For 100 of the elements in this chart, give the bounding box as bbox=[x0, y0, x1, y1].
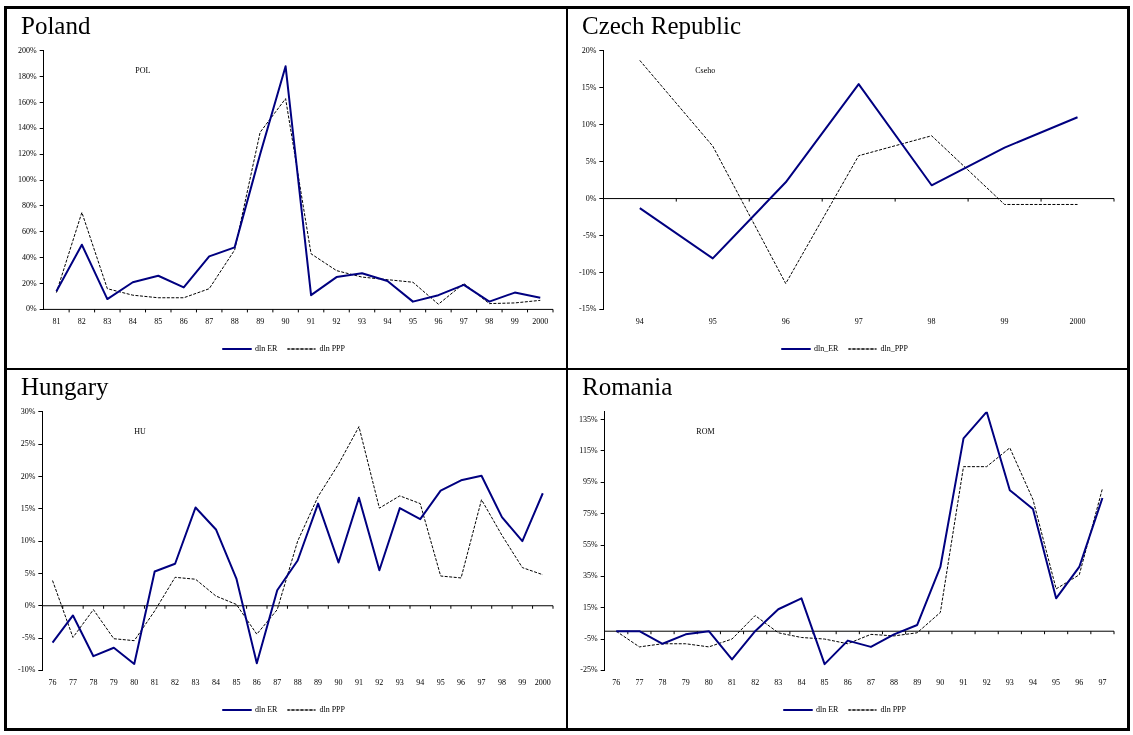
x-tick-label: 94 bbox=[635, 317, 644, 327]
y-tick-label: 15% bbox=[20, 503, 36, 513]
x-tick-label: 90 bbox=[334, 677, 343, 687]
x-tick-label: 91 bbox=[307, 317, 316, 327]
x-tick-label: 96 bbox=[781, 317, 790, 327]
y-tick-label: 95% bbox=[582, 476, 598, 486]
chart-title: Hungary bbox=[21, 371, 109, 402]
y-tick-label: -25% bbox=[580, 664, 598, 674]
x-tick-label: 94 bbox=[416, 677, 425, 687]
x-tick-label: 84 bbox=[128, 317, 137, 327]
x-tick-label: 76 bbox=[612, 677, 621, 687]
y-tick-label: 0% bbox=[585, 193, 597, 203]
x-tick-label: 86 bbox=[843, 677, 852, 687]
x-tick-label: 91 bbox=[354, 677, 363, 687]
y-tick-label: 180% bbox=[17, 71, 37, 81]
x-tick-label: 88 bbox=[230, 317, 239, 327]
x-tick-label: 78 bbox=[89, 677, 98, 687]
annotation: HU bbox=[134, 426, 147, 436]
y-tick-label: 100% bbox=[17, 175, 37, 185]
x-tick-label: 87 bbox=[273, 677, 282, 687]
y-tick-label: 0% bbox=[25, 304, 37, 314]
x-tick-label: 94 bbox=[383, 317, 392, 327]
y-tick-label: 30% bbox=[20, 406, 36, 416]
x-tick-label: 84 bbox=[797, 677, 806, 687]
x-tick-label: 2000 bbox=[532, 317, 549, 327]
chart-title: Czech Republic bbox=[582, 11, 741, 41]
x-tick-label: 82 bbox=[751, 677, 760, 687]
x-tick-label: 99 bbox=[510, 317, 519, 327]
x-tick-label: 83 bbox=[191, 677, 200, 687]
x-tick-label: 81 bbox=[52, 317, 61, 327]
x-tick-label: 97 bbox=[477, 677, 486, 687]
y-tick-label: -10% bbox=[18, 664, 36, 674]
y-tick-label: 10% bbox=[20, 535, 36, 545]
y-tick-label: 200% bbox=[17, 45, 37, 55]
y-tick-label: 115% bbox=[579, 445, 598, 455]
y-tick-label: 55% bbox=[582, 539, 598, 549]
y-tick-label: 10% bbox=[581, 119, 597, 129]
x-tick-label: 97 bbox=[1098, 677, 1107, 687]
legend-label: dln PPP bbox=[319, 344, 346, 354]
x-tick-label: 94 bbox=[1028, 677, 1037, 687]
y-tick-label: 20% bbox=[581, 45, 597, 55]
y-tick-label: -5% bbox=[584, 633, 598, 643]
x-tick-label: 82 bbox=[171, 677, 180, 687]
legend-label: dln PPP bbox=[319, 704, 346, 714]
y-tick-label: 120% bbox=[17, 149, 37, 159]
y-tick-label: -5% bbox=[22, 632, 36, 642]
annotation: ROM bbox=[696, 426, 715, 436]
x-tick-label: 93 bbox=[395, 677, 404, 687]
x-tick-label: 2000 bbox=[1069, 317, 1086, 327]
legend-label: dln PPP bbox=[880, 704, 907, 714]
x-tick-label: 91 bbox=[959, 677, 968, 687]
x-tick-label: 97 bbox=[459, 317, 468, 327]
y-tick-label: 5% bbox=[585, 156, 597, 166]
x-tick-label: 95 bbox=[408, 317, 417, 327]
y-tick-label: 0% bbox=[24, 600, 36, 610]
x-tick-label: 92 bbox=[982, 677, 991, 687]
x-tick-label: 79 bbox=[681, 677, 690, 687]
x-tick-label: 90 bbox=[281, 317, 290, 327]
x-tick-label: 81 bbox=[150, 677, 159, 687]
y-tick-label: 25% bbox=[20, 438, 36, 448]
legend-label: dln_PPP bbox=[880, 344, 909, 354]
x-tick-label: 97 bbox=[854, 317, 863, 327]
x-tick-label: 98 bbox=[485, 317, 494, 327]
x-tick-label: 83 bbox=[103, 317, 112, 327]
x-tick-label: 90 bbox=[936, 677, 945, 687]
y-tick-label: 20% bbox=[21, 278, 37, 288]
x-tick-label: 2000 bbox=[534, 677, 551, 687]
x-tick-label: 89 bbox=[256, 317, 265, 327]
x-tick-label: 98 bbox=[497, 677, 506, 687]
x-tick-label: 98 bbox=[927, 317, 936, 327]
x-tick-label: 85 bbox=[820, 677, 829, 687]
x-tick-label: 96 bbox=[434, 317, 443, 327]
x-tick-label: 88 bbox=[890, 677, 899, 687]
y-tick-label: 15% bbox=[582, 602, 598, 612]
x-tick-label: 85 bbox=[154, 317, 163, 327]
x-tick-label: 76 bbox=[48, 677, 57, 687]
annotation: Cseho bbox=[695, 65, 716, 75]
y-tick-label: 60% bbox=[21, 226, 37, 236]
x-tick-label: 95 bbox=[1052, 677, 1061, 687]
legend-label: dln_ER bbox=[813, 344, 840, 354]
legend-label: dln ER bbox=[815, 704, 840, 714]
chart-title: Romania bbox=[582, 371, 673, 402]
y-tick-label: 20% bbox=[20, 471, 36, 481]
x-tick-label: 89 bbox=[314, 677, 323, 687]
x-tick-label: 82 bbox=[77, 317, 86, 327]
y-tick-label: 135% bbox=[578, 414, 598, 424]
x-tick-label: 80 bbox=[704, 677, 713, 687]
x-tick-label: 95 bbox=[708, 317, 717, 327]
y-tick-label: 35% bbox=[582, 570, 598, 580]
y-tick-label: 40% bbox=[21, 252, 37, 262]
y-tick-label: 160% bbox=[17, 97, 37, 107]
y-tick-label: 5% bbox=[24, 568, 36, 578]
y-tick-label: -15% bbox=[579, 304, 597, 314]
legend-label: dln ER bbox=[254, 344, 279, 354]
x-tick-label: 89 bbox=[913, 677, 922, 687]
x-tick-label: 93 bbox=[1005, 677, 1014, 687]
x-tick-label: 78 bbox=[658, 677, 667, 687]
y-tick-label: -5% bbox=[583, 230, 597, 240]
x-tick-label: 81 bbox=[728, 677, 736, 687]
x-tick-label: 77 bbox=[68, 677, 77, 687]
